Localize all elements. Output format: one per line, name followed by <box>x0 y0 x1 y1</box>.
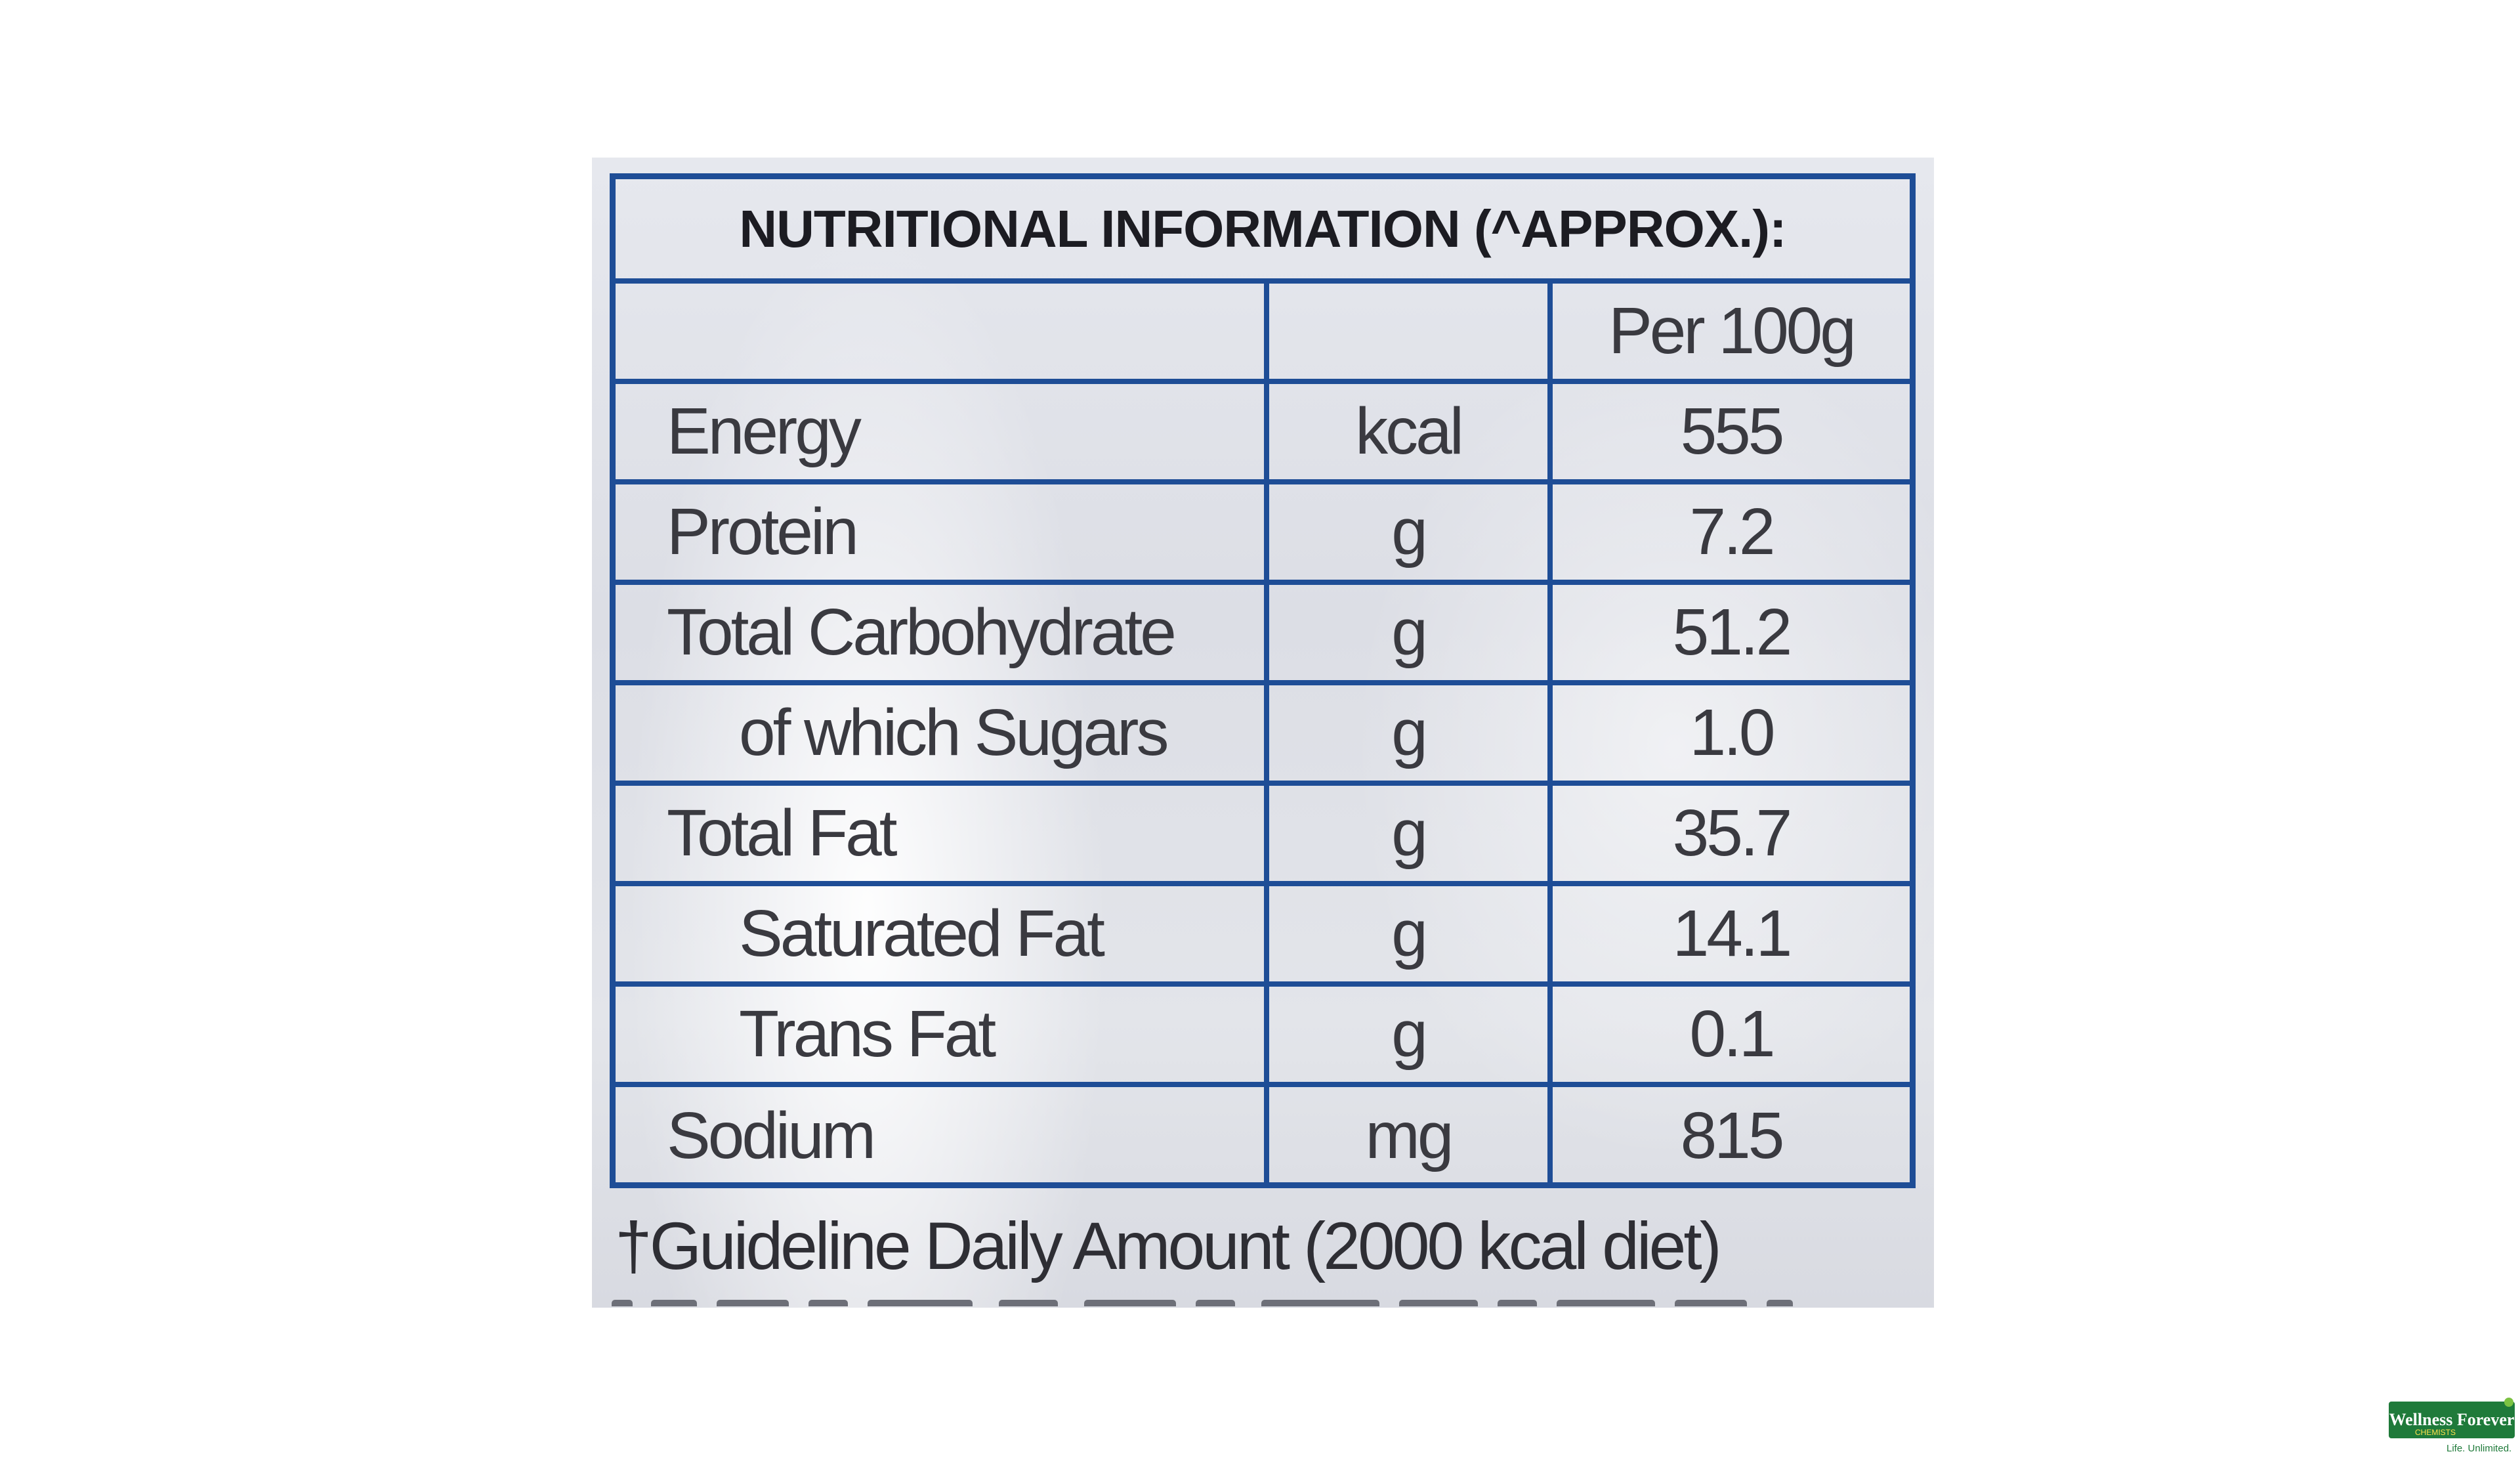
table-title: NUTRITIONAL INFORMATION (^APPROX.): <box>739 199 1786 258</box>
logo-tagline: Life. Unlimited. <box>2446 1443 2512 1454</box>
nutrient-value: 35.7 <box>1672 796 1793 870</box>
table-title-row: NUTRITIONAL INFORMATION (^APPROX.): <box>616 179 1910 284</box>
table-row: Energy kcal 555 <box>616 384 1910 484</box>
nutrient-unit: mg <box>1269 1087 1553 1184</box>
nutrient-name: of which Sugars <box>616 685 1269 781</box>
nutrient-value: 815 <box>1680 1098 1785 1172</box>
nutrient-name: Sodium <box>616 1087 1269 1184</box>
nutrient-unit: g <box>1269 585 1553 680</box>
nutrient-name: Trans Fat <box>616 987 1269 1082</box>
nutrient-unit: g <box>1269 786 1553 881</box>
logo-badge: Wellness Forever <box>2389 1402 2515 1438</box>
nutrient-name: Protein <box>616 484 1269 580</box>
nutrient-value: 14.1 <box>1672 897 1793 970</box>
nutrition-table: NUTRITIONAL INFORMATION (^APPROX.): Per … <box>610 173 1916 1188</box>
header-label-cell <box>616 284 1269 379</box>
nutrient-name: Energy <box>616 384 1269 479</box>
watermark-logo: Wellness Forever CHEMISTS Life. Unlimite… <box>2389 1398 2517 1458</box>
header-value-cell: Per 100g <box>1608 294 1857 368</box>
header-unit-cell <box>1269 284 1553 379</box>
table-row: Protein g 7.2 <box>616 484 1910 585</box>
header-row: Per 100g <box>616 284 1910 384</box>
nutrient-unit: kcal <box>1269 384 1553 479</box>
table-body: Per 100g Energy kcal 555 Protein g 7.2 T… <box>616 284 1910 1184</box>
nutrient-name: Total Carbohydrate <box>616 585 1269 680</box>
nutrient-unit: g <box>1269 685 1553 781</box>
table-row: Saturated Fat g 14.1 <box>616 886 1910 987</box>
nutrient-value: 7.2 <box>1689 495 1775 568</box>
nutrient-name: Saturated Fat <box>616 886 1269 981</box>
nutrient-value: 51.2 <box>1672 595 1793 669</box>
table-row: of which Sugars g 1.0 <box>616 685 1910 786</box>
nutrient-unit: g <box>1269 484 1553 580</box>
table-row: Total Fat g 35.7 <box>616 786 1910 886</box>
table-row: Sodium mg 815 <box>616 1087 1910 1184</box>
nutrient-value: 0.1 <box>1689 997 1775 1071</box>
cropped-text-line <box>612 1298 1858 1308</box>
nutrient-name: Total Fat <box>616 786 1269 881</box>
nutrition-label-image: NUTRITIONAL INFORMATION (^APPROX.): Per … <box>592 158 1934 1308</box>
logo-subtitle: CHEMISTS <box>2415 1428 2456 1437</box>
table-row: Trans Fat g 0.1 <box>616 987 1910 1087</box>
nutrient-unit: g <box>1269 987 1553 1082</box>
logo-name: Wellness Forever <box>2389 1410 2515 1429</box>
nutrient-unit: g <box>1269 886 1553 981</box>
nutrient-value: 1.0 <box>1689 696 1775 769</box>
nutrient-value: 555 <box>1680 395 1785 468</box>
table-row: Total Carbohydrate g 51.2 <box>616 585 1910 685</box>
footnote: †Guideline Daily Amount (2000 kcal diet) <box>615 1209 1722 1283</box>
leaf-icon <box>2504 1398 2513 1407</box>
